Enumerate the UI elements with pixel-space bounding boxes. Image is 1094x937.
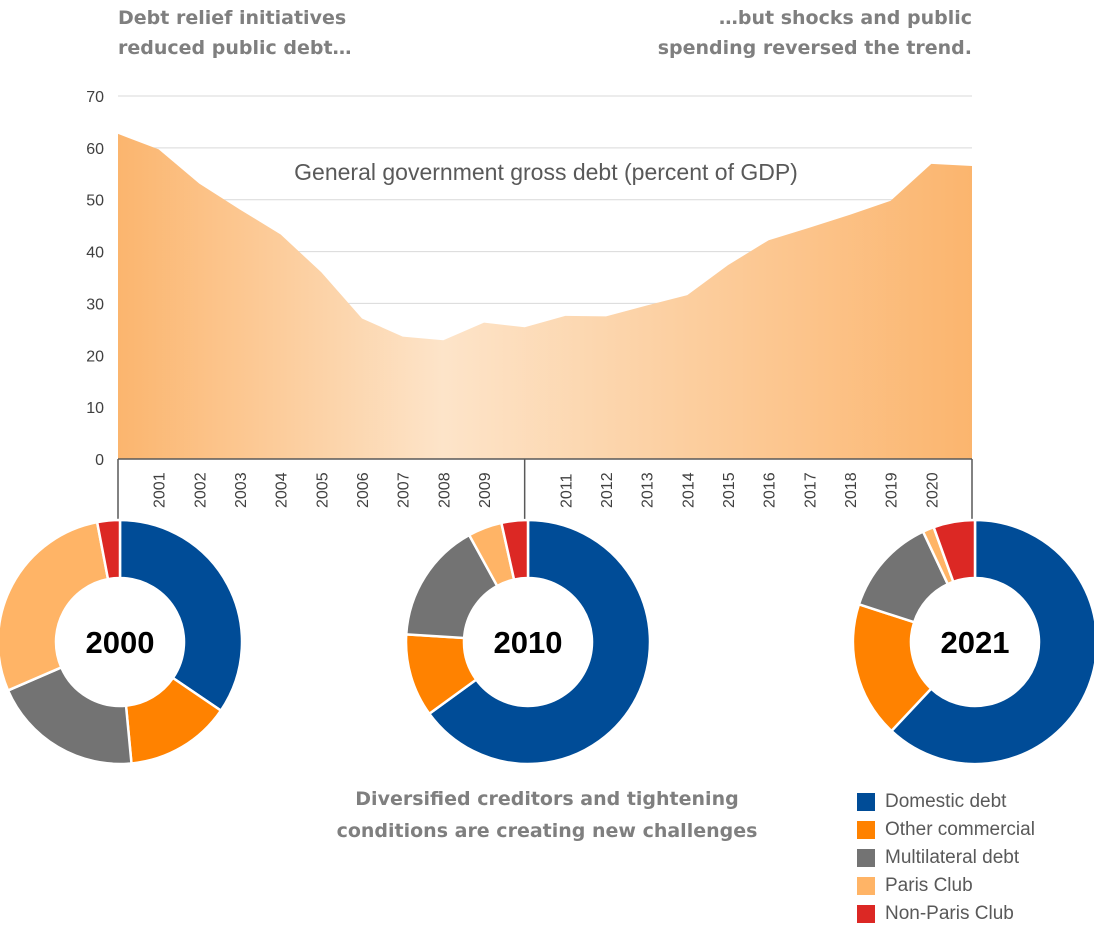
donut-2010: 2010	[404, 518, 652, 766]
legend-swatch	[857, 905, 875, 923]
y-axis: 0 10 20 30 40 50 60 70	[86, 89, 104, 469]
x-tick-label: 2013	[640, 472, 657, 508]
legend-item: Paris Club	[857, 872, 1035, 900]
headline-right-line-2: spending reversed the trend.	[657, 37, 972, 59]
x-tick-label: 2020	[924, 472, 941, 508]
donut-slice	[427, 518, 652, 766]
donut-center-label: 2021	[941, 625, 1010, 660]
headline-left: Debt relief initiatives reduced public d…	[118, 3, 352, 63]
legend-swatch	[857, 877, 875, 895]
x-tick-label: 2003	[233, 472, 250, 508]
debt-area	[118, 133, 972, 459]
headline-left-line-1: Debt relief initiatives	[118, 7, 347, 29]
y-tick-label: 60	[86, 141, 104, 158]
headline-right: …but shocks and public spending reversed…	[658, 3, 972, 63]
donut-slice	[0, 520, 110, 693]
donut-slice	[932, 518, 977, 584]
x-tick-label: 2016	[762, 472, 779, 508]
x-tick-label: 2005	[314, 472, 331, 508]
area-chart-title: General government gross debt (percent o…	[294, 159, 798, 185]
legend-label: Other commercial	[885, 819, 1035, 840]
x-tick-label: 2009	[477, 472, 494, 508]
donut-2000: 2000	[0, 518, 244, 766]
headline-right-line-1: …but shocks and public	[718, 7, 972, 29]
donut-center-label: 2000	[86, 625, 155, 660]
donut-slice	[499, 518, 530, 582]
legend-swatch	[857, 821, 875, 839]
legend-label: Domestic debt	[885, 791, 1007, 812]
x-tick-label: 2019	[884, 472, 901, 508]
y-tick-label: 30	[86, 296, 104, 313]
footer-note: Diversified creditors and tightening con…	[0, 783, 1094, 847]
y-tick-label: 10	[86, 400, 104, 417]
footer-note-line-2: conditions are creating new challenges	[336, 820, 758, 842]
x-tick-label: 2006	[355, 472, 372, 508]
legend-label: Multilateral debt	[885, 847, 1020, 868]
legend-swatch	[857, 849, 875, 867]
x-tick-label: 2008	[436, 472, 453, 508]
x-tick-label: 2004	[274, 472, 291, 508]
donut-center-label: 2010	[494, 625, 563, 660]
legend-item: Multilateral debt	[857, 844, 1035, 872]
x-tick-label: 2012	[599, 472, 616, 508]
x-tick-labels: 2001 2002 2003 2004 2005 2006 2007 2008 2009 2011…	[152, 472, 942, 508]
x-tick-label: 2011	[558, 473, 575, 508]
legend-item: Other commercial	[857, 816, 1035, 844]
y-tick-label: 50	[86, 193, 104, 210]
footer-note-line-1: Diversified creditors and tightening	[355, 788, 739, 810]
x-tick-label: 2001	[152, 472, 169, 508]
legend-label: Paris Club	[885, 875, 973, 896]
legend-item: Non-Paris Club	[857, 900, 1035, 928]
legend: Domestic debt Other commercial Multilate…	[857, 788, 1035, 928]
x-tick-label: 2007	[396, 472, 413, 508]
donut-slice	[118, 518, 244, 713]
y-tick-label: 20	[86, 348, 104, 365]
y-tick-label: 70	[86, 89, 104, 106]
x-tick-label: 2017	[802, 472, 819, 508]
legend-item: Domestic debt	[857, 788, 1035, 816]
x-tick-label: 2018	[843, 472, 860, 508]
donut-charts: 2000 2010 2021	[0, 518, 1094, 766]
donut-slice	[95, 518, 122, 581]
x-axis	[117, 458, 973, 520]
donut-slice	[889, 518, 1094, 766]
headline-left-line-2: reduced public debt…	[118, 37, 352, 59]
legend-swatch	[857, 793, 875, 811]
x-tick-label: 2002	[192, 472, 209, 508]
x-tick-label: 2014	[680, 472, 697, 508]
x-tick-label: 2015	[721, 472, 738, 508]
legend-label: Non-Paris Club	[885, 903, 1014, 924]
y-tick-label: 0	[95, 452, 104, 469]
donut-2021: 2021	[851, 518, 1094, 766]
y-tick-label: 40	[86, 245, 104, 262]
